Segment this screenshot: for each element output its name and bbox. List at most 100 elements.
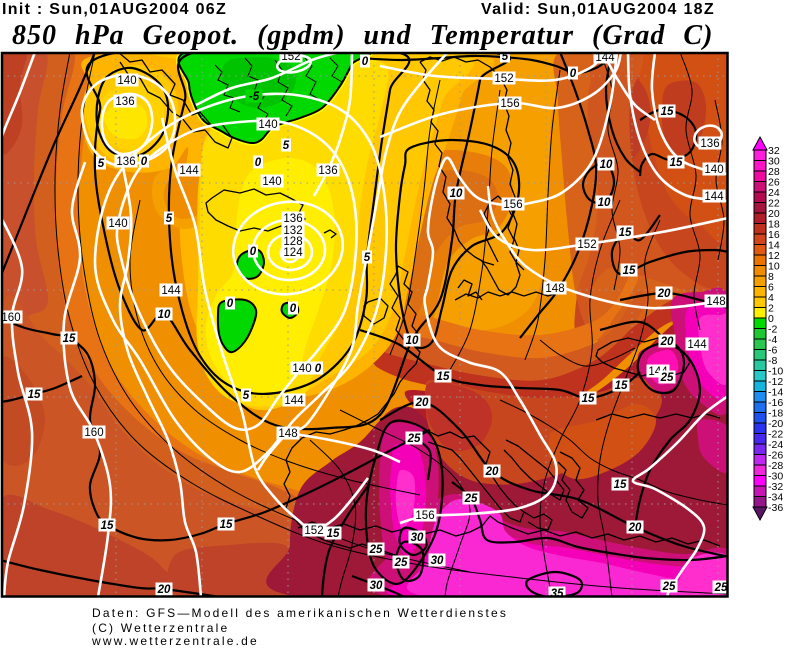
svg-text:0: 0	[250, 246, 257, 258]
svg-text:-32: -32	[768, 481, 783, 493]
svg-text:136: 136	[700, 138, 719, 150]
svg-text:15: 15	[623, 265, 636, 277]
svg-text:5: 5	[502, 51, 509, 63]
svg-text:15: 15	[582, 393, 595, 405]
svg-text:22: 22	[768, 198, 780, 210]
svg-text:24: 24	[768, 187, 780, 199]
svg-text:25: 25	[394, 557, 408, 569]
svg-text:25: 25	[407, 433, 421, 445]
svg-text:0: 0	[255, 157, 262, 169]
svg-text:25: 25	[660, 372, 674, 384]
svg-text:32: 32	[768, 145, 780, 157]
svg-text:30: 30	[768, 156, 780, 168]
svg-text:15: 15	[615, 380, 628, 392]
svg-text:15: 15	[327, 528, 340, 540]
svg-text:18: 18	[768, 219, 780, 231]
svg-text:12: 12	[768, 250, 780, 262]
svg-text:20: 20	[660, 336, 674, 348]
svg-text:-26: -26	[768, 450, 783, 462]
svg-text:140: 140	[704, 164, 723, 176]
svg-text:136: 136	[318, 165, 337, 177]
svg-text:25: 25	[662, 581, 676, 593]
svg-text:10: 10	[598, 197, 611, 209]
svg-text:5: 5	[243, 390, 250, 402]
svg-text:156: 156	[503, 199, 522, 211]
svg-text:148: 148	[278, 428, 297, 440]
svg-text:152: 152	[577, 239, 596, 251]
svg-text:-36: -36	[768, 502, 783, 514]
svg-text:30: 30	[411, 532, 424, 544]
svg-text:-30: -30	[768, 471, 783, 483]
svg-text:-18: -18	[768, 408, 783, 420]
svg-text:15: 15	[437, 371, 450, 383]
svg-text:160: 160	[84, 427, 103, 439]
svg-text:-8: -8	[768, 355, 777, 367]
svg-text:148: 148	[706, 296, 725, 308]
svg-text:136: 136	[116, 156, 135, 168]
svg-text:10: 10	[768, 261, 780, 273]
svg-text:0: 0	[315, 363, 322, 375]
svg-text:160: 160	[1, 312, 20, 324]
svg-text:144: 144	[179, 165, 199, 177]
svg-text:0: 0	[362, 56, 369, 68]
svg-text:-5: -5	[249, 91, 260, 103]
svg-text:-24: -24	[768, 439, 783, 451]
svg-text:14: 14	[768, 240, 780, 252]
svg-text:25: 25	[369, 544, 383, 556]
svg-text:-4: -4	[768, 334, 777, 346]
svg-text:30: 30	[370, 580, 383, 592]
svg-text:15: 15	[28, 389, 41, 401]
svg-text:15: 15	[670, 157, 683, 169]
svg-text:-14: -14	[768, 387, 783, 399]
svg-text:28: 28	[768, 166, 780, 178]
svg-text:10: 10	[406, 335, 419, 347]
svg-text:20: 20	[415, 397, 429, 409]
svg-text:20: 20	[628, 522, 642, 534]
svg-text:-6: -6	[768, 345, 777, 357]
svg-text:6: 6	[768, 282, 774, 294]
svg-text:-16: -16	[768, 397, 783, 409]
svg-text:15: 15	[63, 333, 76, 345]
svg-text:140: 140	[108, 218, 127, 230]
svg-text:0: 0	[570, 68, 577, 80]
svg-text:140: 140	[262, 176, 281, 188]
svg-text:8: 8	[768, 271, 774, 283]
svg-text:-10: -10	[768, 366, 783, 378]
svg-text:152: 152	[494, 73, 513, 85]
svg-text:35: 35	[551, 588, 564, 600]
svg-text:5: 5	[283, 140, 290, 152]
svg-text:144: 144	[161, 285, 181, 297]
svg-text:156: 156	[415, 510, 434, 522]
svg-text:5: 5	[364, 252, 371, 264]
svg-text:10: 10	[600, 159, 613, 171]
svg-text:15: 15	[661, 106, 674, 118]
svg-text:152: 152	[281, 51, 300, 63]
svg-text:-28: -28	[768, 460, 783, 472]
svg-text:4: 4	[768, 292, 774, 304]
svg-text:144: 144	[687, 339, 707, 351]
svg-text:-22: -22	[768, 429, 783, 441]
svg-text:128: 128	[283, 236, 302, 248]
svg-text:20: 20	[768, 208, 780, 220]
svg-text:-2: -2	[768, 324, 777, 336]
svg-text:136: 136	[115, 96, 134, 108]
svg-text:10: 10	[450, 188, 463, 200]
svg-text:-34: -34	[768, 492, 783, 504]
svg-text:136: 136	[283, 213, 302, 225]
svg-text:20: 20	[485, 466, 499, 478]
svg-text:15: 15	[619, 227, 632, 239]
svg-text:0: 0	[141, 156, 148, 168]
svg-text:16: 16	[768, 229, 780, 241]
svg-text:140: 140	[258, 119, 277, 131]
svg-text:20: 20	[157, 584, 171, 596]
svg-text:0: 0	[768, 313, 774, 325]
svg-text:156: 156	[500, 98, 519, 110]
svg-text:132: 132	[283, 225, 302, 237]
svg-text:140: 140	[292, 363, 311, 375]
svg-text:140: 140	[117, 75, 136, 87]
svg-text:-20: -20	[768, 418, 783, 430]
svg-text:20: 20	[657, 288, 671, 300]
svg-text:25: 25	[464, 493, 478, 505]
svg-text:148: 148	[545, 283, 564, 295]
svg-text:0: 0	[290, 303, 297, 315]
